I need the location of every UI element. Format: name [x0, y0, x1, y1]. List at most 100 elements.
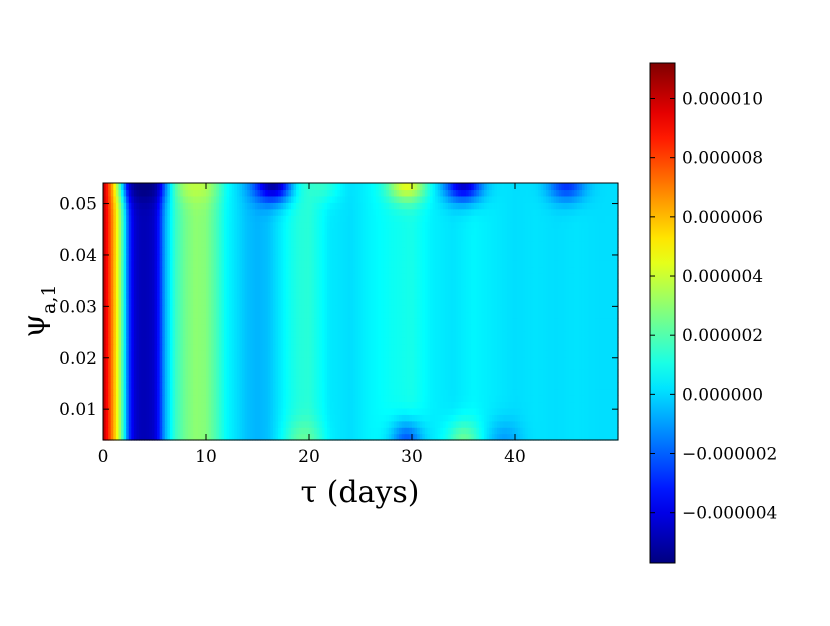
heatmap-cell	[458, 317, 462, 325]
heatmap-cell	[216, 292, 220, 300]
heatmap-cell	[363, 305, 367, 313]
heatmap-cell	[329, 369, 333, 377]
heatmap-cell	[252, 311, 256, 319]
heatmap-cell	[103, 337, 107, 345]
heatmap-cell	[530, 330, 534, 338]
heatmap-cell	[543, 356, 547, 364]
heatmap-cell	[522, 433, 526, 441]
heatmap-cell	[512, 285, 516, 293]
heatmap-cell	[159, 375, 163, 383]
heatmap-cell	[224, 414, 228, 422]
heatmap-cell	[396, 369, 400, 377]
heatmap-cell	[265, 317, 269, 325]
heatmap-cell	[177, 382, 181, 390]
heatmap-cell	[339, 350, 344, 358]
heatmap-cell	[311, 362, 315, 370]
heatmap-cell	[463, 369, 467, 377]
heatmap-cell	[352, 401, 356, 409]
heatmap-cell	[548, 279, 552, 287]
heatmap-cell	[468, 407, 472, 415]
heatmap-cell	[463, 324, 467, 332]
heatmap-cell	[558, 311, 562, 319]
heatmap-cell	[213, 414, 217, 422]
heatmap-cell	[520, 311, 524, 319]
heatmap-cell	[190, 285, 194, 293]
heatmap-cell	[602, 362, 606, 370]
heatmap-cell	[605, 279, 609, 287]
heatmap-cell	[110, 401, 114, 409]
heatmap-cell	[118, 305, 122, 313]
heatmap-cell	[280, 414, 284, 422]
heatmap-cell	[481, 414, 485, 422]
heatmap-cell	[242, 330, 246, 338]
heatmap-cell	[584, 395, 588, 403]
heatmap-cell	[551, 330, 555, 338]
heatmap-cell	[471, 298, 475, 306]
heatmap-cell	[399, 407, 403, 415]
heatmap-cell	[476, 395, 480, 403]
heatmap-cell	[175, 311, 179, 319]
heatmap-cell	[293, 356, 297, 364]
heatmap-cell	[545, 395, 550, 403]
heatmap-cell	[190, 433, 194, 441]
heatmap-cell	[355, 401, 359, 409]
heatmap-cell	[360, 343, 364, 351]
heatmap-cell	[151, 305, 156, 313]
heatmap-cell	[157, 362, 161, 370]
heatmap-cell	[144, 324, 148, 332]
heatmap-cell	[226, 292, 230, 300]
heatmap-cell	[357, 362, 362, 370]
heatmap-cell	[589, 407, 593, 415]
heatmap-cell	[244, 414, 248, 422]
heatmap-cell	[581, 382, 586, 390]
heatmap-cell	[512, 317, 516, 325]
heatmap-cell	[139, 337, 143, 345]
heatmap-cell	[164, 356, 168, 364]
heatmap-cell	[177, 388, 181, 396]
heatmap-cell	[442, 382, 447, 390]
heatmap-cell	[499, 395, 503, 403]
heatmap-cell	[540, 311, 544, 319]
heatmap-cell	[584, 375, 588, 383]
heatmap-cell	[558, 369, 562, 377]
heatmap-cell	[370, 343, 374, 351]
heatmap-cell	[200, 362, 205, 370]
heatmap-cell	[409, 395, 413, 403]
heatmap-cell	[548, 401, 552, 409]
heatmap-cell	[422, 298, 426, 306]
heatmap-cell	[417, 414, 421, 422]
heatmap-cell	[373, 285, 377, 293]
heatmap-cell	[327, 305, 331, 313]
heatmap-cell	[175, 317, 179, 325]
heatmap-cell	[569, 285, 573, 293]
heatmap-cell	[563, 382, 568, 390]
heatmap-cell	[157, 343, 161, 351]
heatmap-cell	[288, 279, 292, 287]
heatmap-cell	[409, 427, 413, 435]
heatmap-cell	[198, 362, 202, 370]
heatmap-cell	[185, 382, 189, 390]
heatmap-cell	[195, 285, 199, 293]
heatmap-cell	[530, 285, 534, 293]
heatmap-cell	[342, 407, 346, 415]
heatmap-cell	[254, 298, 259, 306]
heatmap-cell	[445, 285, 449, 293]
heatmap-cell	[159, 388, 163, 396]
heatmap-cell	[561, 388, 565, 396]
heatmap-cell	[224, 298, 228, 306]
heatmap-cell	[391, 317, 395, 325]
heatmap-cell	[453, 311, 457, 319]
heatmap-cell	[164, 285, 168, 293]
heatmap-cell	[540, 369, 544, 377]
heatmap-cell	[535, 369, 539, 377]
heatmap-cell	[545, 343, 550, 351]
heatmap-cell	[571, 317, 575, 325]
heatmap-cell	[388, 401, 392, 409]
heatmap-cell	[115, 407, 120, 415]
heatmap-cell	[254, 362, 259, 370]
heatmap-cell	[334, 395, 338, 403]
heatmap-cell	[527, 279, 532, 287]
heatmap-cell	[437, 317, 441, 325]
heatmap-cell	[360, 311, 364, 319]
heatmap-cell	[615, 433, 619, 441]
